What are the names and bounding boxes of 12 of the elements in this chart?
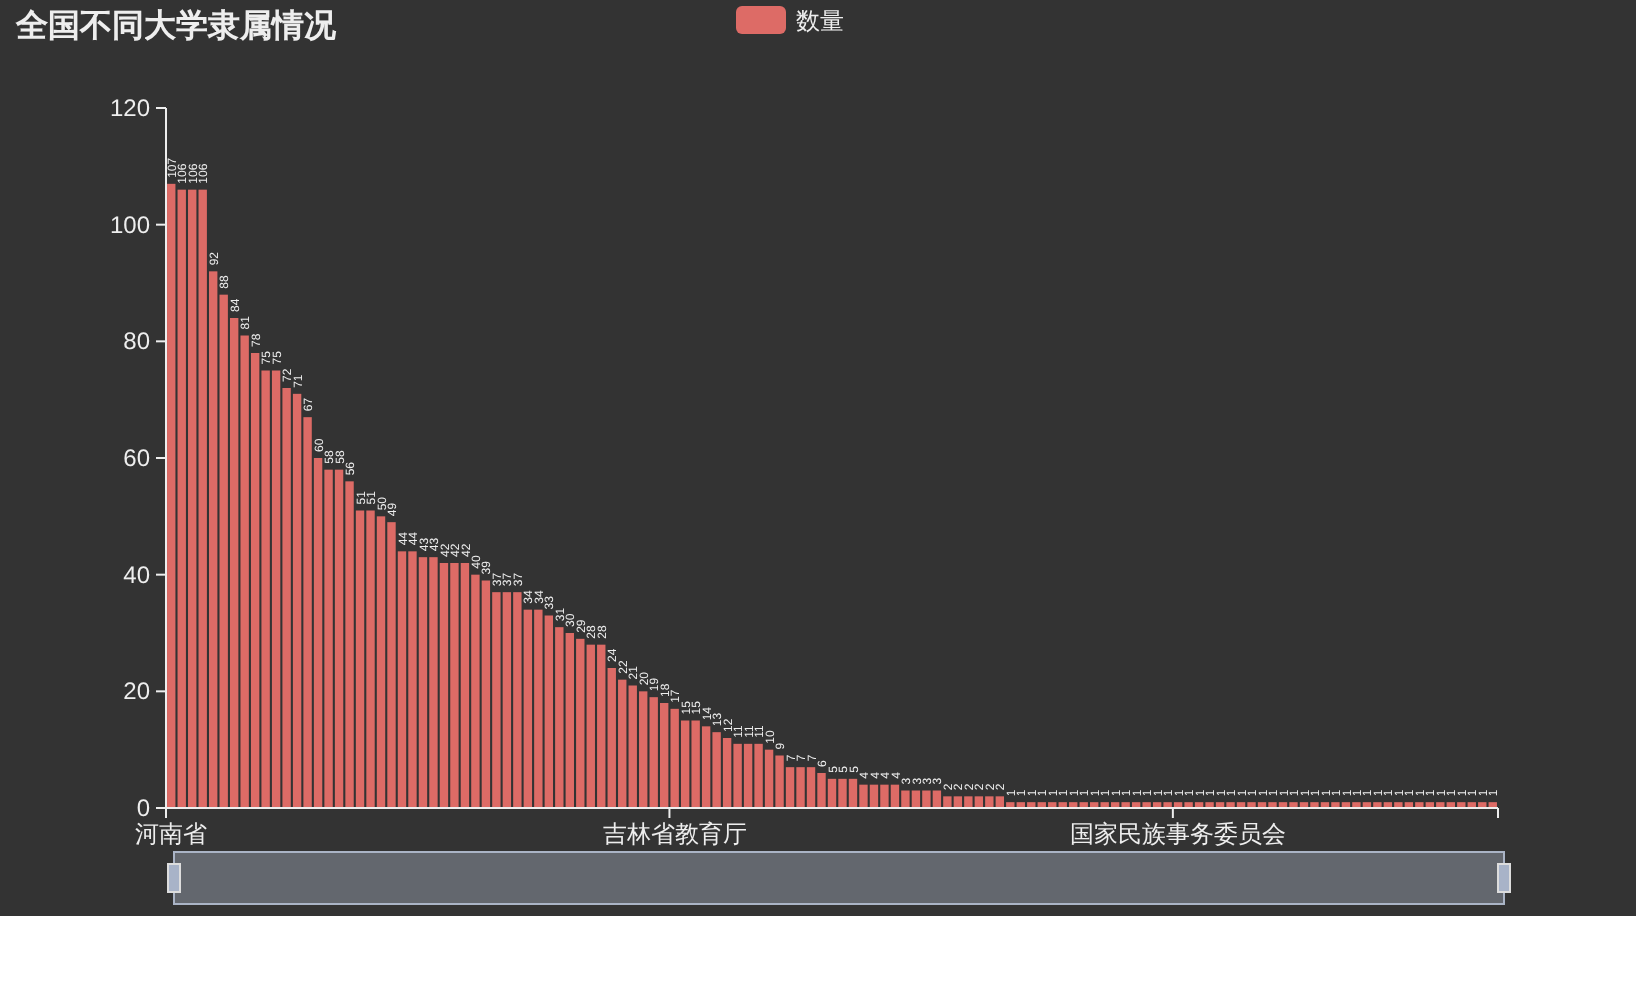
y-tick-label: 100 xyxy=(109,210,151,239)
legend-label: 数量 xyxy=(796,7,844,35)
chart-title: 全国不同大学隶属情况 xyxy=(14,8,338,44)
y-tick-label: 80 xyxy=(123,327,151,356)
y-tick-label: 0 xyxy=(136,794,151,822)
y-tick-label: 120 xyxy=(109,94,151,122)
x-tick-label: 河南省 xyxy=(135,820,208,848)
y-tick-label: 40 xyxy=(123,560,151,589)
y-tick-label: 20 xyxy=(123,677,151,706)
x-tick-label: 吉林省教育厅 xyxy=(602,820,747,848)
y-tick-label: 60 xyxy=(123,444,151,472)
x-tick-label: 国家民族事务委员会 xyxy=(1070,820,1287,848)
